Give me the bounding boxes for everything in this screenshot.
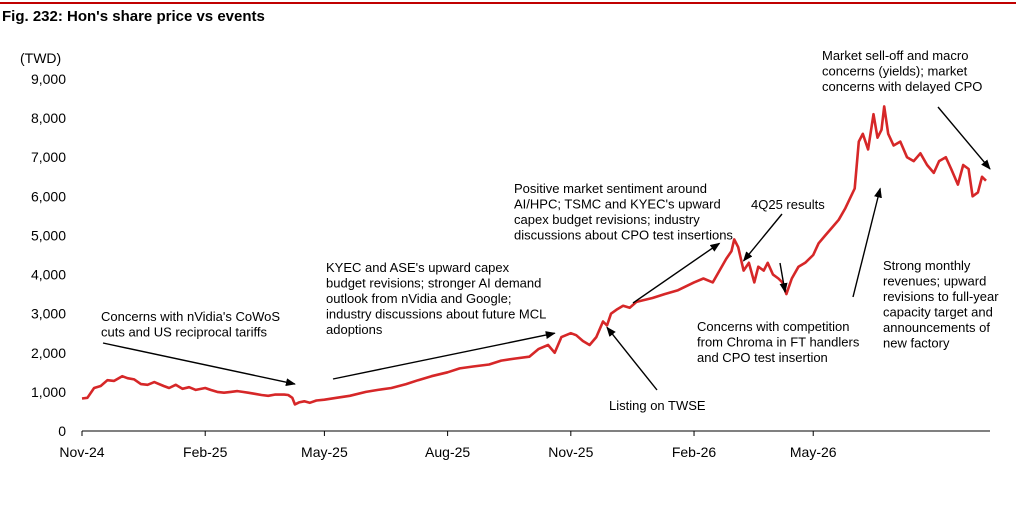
y-axis-unit-label: (TWD)	[20, 50, 61, 66]
y-tick-label: 7,000	[31, 149, 66, 165]
y-tick-label: 8,000	[31, 110, 66, 126]
annotation-tariffs: Concerns with nVidia's CoWoS cuts and US …	[101, 309, 280, 340]
annotation-monthly: Strong monthly revenues; upward revisions …	[883, 258, 999, 351]
y-axis: 0 1,000 2,000 3,000 4,000 5,000 6,000 7,000 8,00…	[31, 71, 66, 439]
annotation-arrow-capex-2025	[332, 331, 556, 380]
annotation-4q25: 4Q25 results	[751, 197, 825, 212]
x-tick-label: Nov-24	[59, 444, 104, 460]
annotation-arrow-tariffs	[102, 342, 296, 387]
annotations-layer: Concerns with nVidia's CoWoS cuts and US …	[101, 48, 999, 413]
annotation-capex-2025: KYEC and ASE's upward capex budget revisi…	[326, 260, 546, 337]
x-tick-label: Feb-25	[183, 444, 228, 460]
annotation-arrow-monthly	[852, 187, 882, 298]
y-tick-label: 1,000	[31, 384, 66, 400]
x-tick-label: Aug-25	[425, 444, 470, 460]
annotation-arrow-listing	[606, 326, 658, 391]
annotation-competition: Concerns with competition from Chroma in …	[697, 319, 860, 365]
x-tick-label: Feb-26	[672, 444, 717, 460]
annotation-selloff: Market sell-off and macro concerns (yield…	[822, 48, 982, 94]
series-layer	[81, 105, 987, 406]
y-tick-label: 5,000	[31, 227, 66, 243]
chart-title: Fig. 232: Hon's share price vs events	[0, 2, 1016, 28]
annotation-arrow-competition	[779, 262, 788, 294]
x-tick-label: May-26	[790, 444, 837, 460]
y-tick-label: 0	[58, 423, 66, 439]
x-axis: Nov-24 Feb-25 May-25 Aug-25 Nov-25 Feb-26 May-…	[59, 431, 837, 460]
annotation-arrow-selloff	[937, 106, 991, 170]
y-tick-label: 3,000	[31, 306, 66, 322]
annotation-arrow-4q25	[742, 213, 783, 262]
y-tick-label: 9,000	[31, 71, 66, 87]
share-price-line	[81, 105, 987, 406]
annotation-arrow-sentiment	[632, 242, 721, 304]
x-tick-label: Nov-25	[548, 444, 593, 460]
y-tick-label: 4,000	[31, 267, 66, 283]
y-tick-label: 2,000	[31, 345, 66, 361]
x-tick-label: May-25	[301, 444, 348, 460]
annotation-listing: Listing on TWSE	[609, 398, 706, 413]
y-tick-label: 6,000	[31, 188, 66, 204]
annotation-sentiment: Positive market sentiment around AI/HPC; …	[514, 181, 733, 243]
